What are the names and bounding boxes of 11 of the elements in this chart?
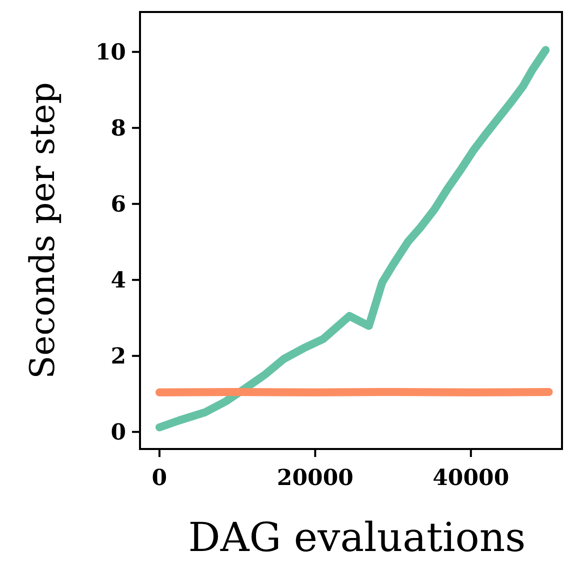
y-tick-label: 8 xyxy=(110,116,126,142)
x-tick-label: 20000 xyxy=(276,465,354,491)
x-tick-label: 40000 xyxy=(432,465,510,491)
x-tick-label: 0 xyxy=(152,465,168,491)
y-tick-label: 6 xyxy=(110,192,126,218)
y-axis-title: Seconds per step xyxy=(23,82,63,379)
y-tick-label: 4 xyxy=(110,268,126,294)
x-axis-title: DAG evaluations xyxy=(188,515,526,561)
y-tick-label: 2 xyxy=(110,344,126,370)
y-tick-label: 0 xyxy=(110,420,126,446)
y-tick-label: 10 xyxy=(95,40,126,66)
